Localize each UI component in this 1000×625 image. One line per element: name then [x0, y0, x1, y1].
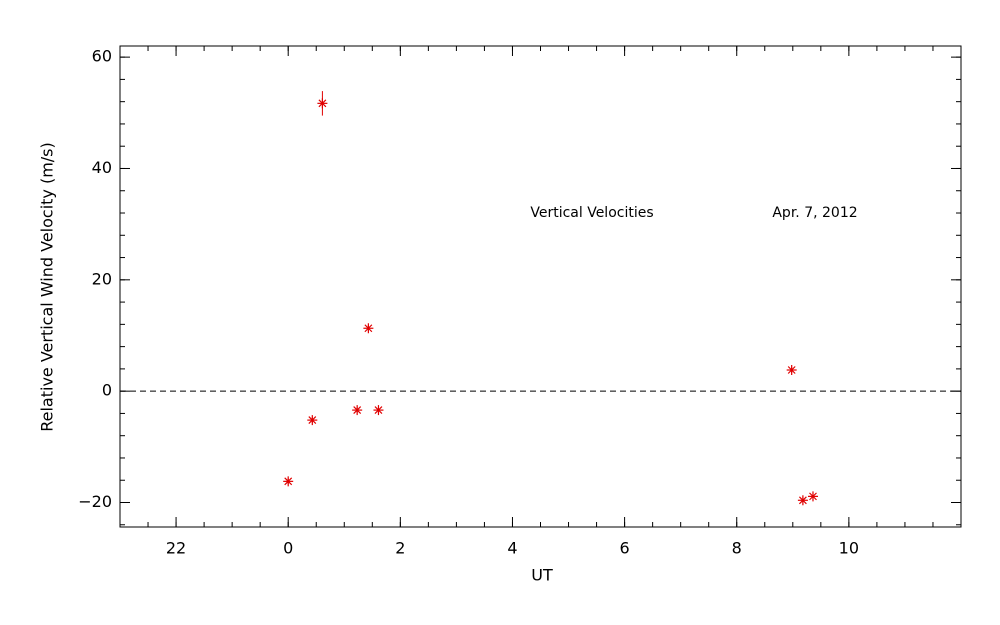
data-point: [373, 405, 384, 416]
data-point: [363, 323, 374, 334]
x-tick-label: 8: [732, 539, 742, 558]
annotation: Apr. 7, 2012: [772, 205, 857, 221]
plot-frame: [119, 45, 962, 528]
marker-stroke: [374, 406, 383, 415]
data-point: [807, 491, 818, 502]
y-tick-label: 20: [92, 269, 112, 288]
data-point: [317, 98, 328, 109]
y-tick-label: 60: [92, 47, 112, 66]
marker-stroke: [787, 366, 796, 374]
marker-stroke: [353, 406, 362, 415]
data-point: [786, 365, 797, 376]
x-tick-label: 4: [507, 539, 517, 558]
marker-stroke: [364, 324, 373, 333]
annotation: Vertical Velocities: [530, 205, 653, 221]
data-point: [797, 495, 808, 506]
y-tick-label: 0: [102, 381, 112, 400]
marker-stroke: [809, 492, 817, 501]
x-tick-label: 22: [166, 539, 186, 558]
x-axis-label: UT: [531, 566, 553, 585]
y-tick-label: 40: [92, 158, 112, 177]
x-tick-label: 2: [395, 539, 405, 558]
y-tick-label: −20: [78, 492, 112, 511]
data-point: [283, 476, 294, 487]
data-point: [352, 405, 363, 416]
marker-stroke: [284, 477, 293, 486]
x-tick-label: 0: [283, 539, 293, 558]
marker-stroke: [308, 416, 317, 425]
marker-stroke: [798, 496, 807, 505]
marker-stroke: [318, 99, 327, 108]
data-point: [307, 415, 318, 426]
y-axis-label: Relative Vertical Wind Velocity (m/s): [38, 142, 57, 432]
x-tick-label: 10: [839, 539, 859, 558]
x-tick-label: 6: [620, 539, 630, 558]
